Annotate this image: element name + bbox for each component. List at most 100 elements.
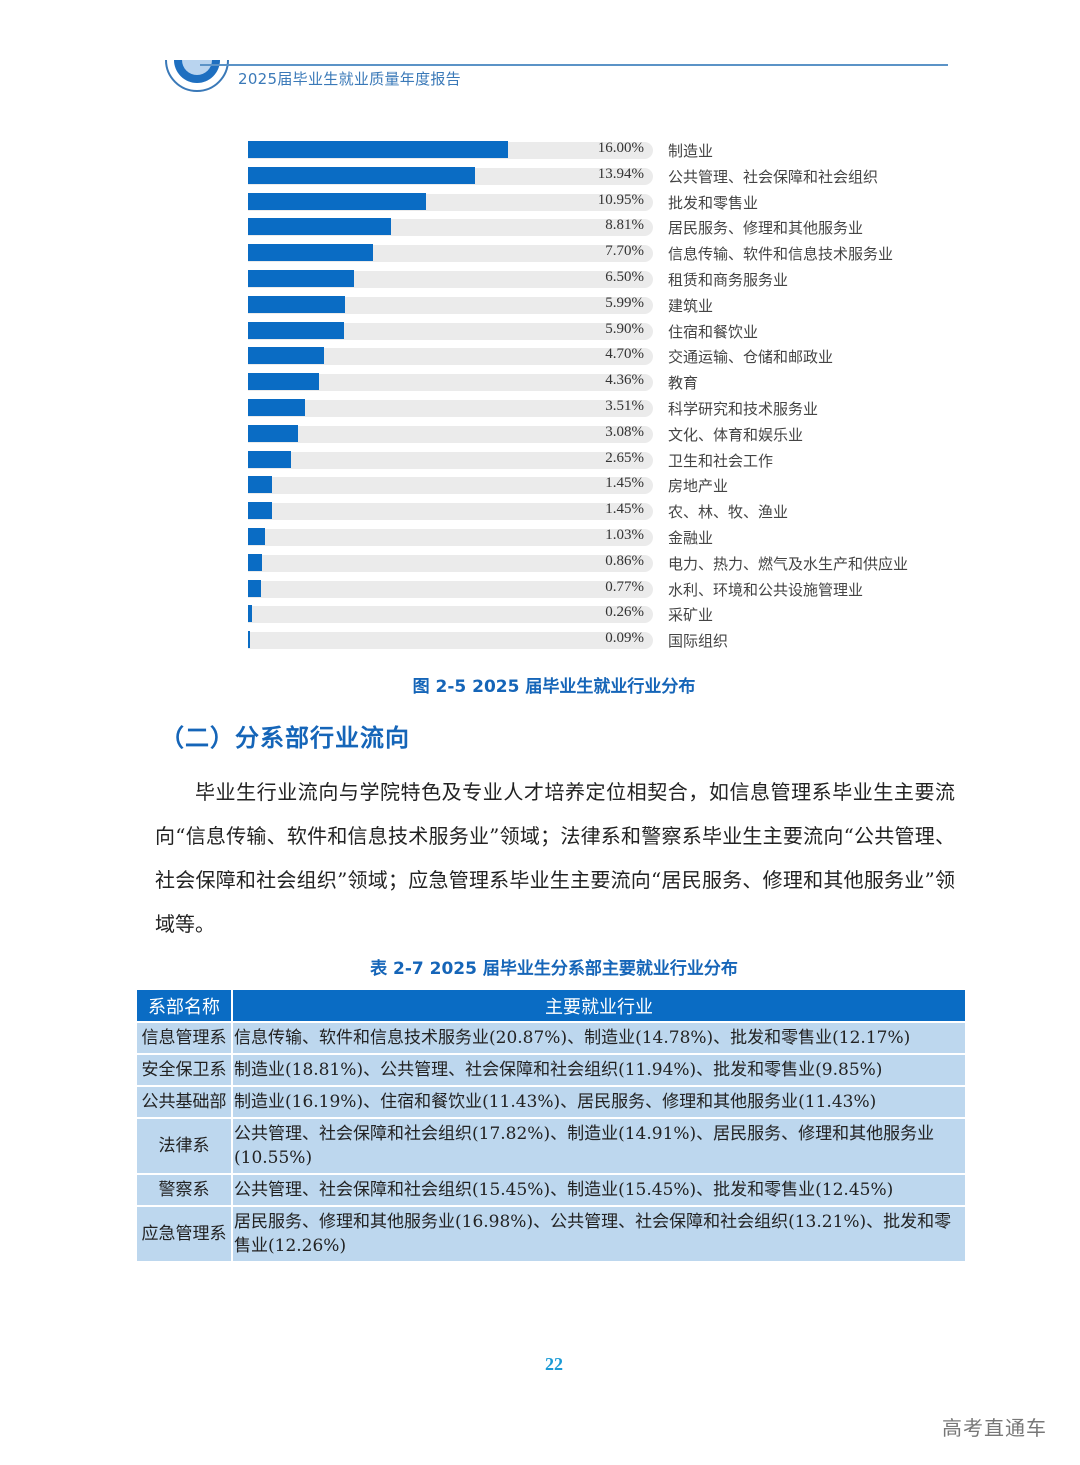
bar-value-label: 4.36%: [605, 372, 644, 389]
bar-value-label: 10.95%: [597, 191, 644, 208]
bar-value-label: 0.26%: [605, 604, 644, 621]
bar-category-label: 租赁和商务服务业: [668, 271, 789, 289]
bar-fill: [248, 270, 354, 287]
table-row: 警察系 公共管理、社会保障和社会组织(15.45%)、制造业(15.45%)、批…: [137, 1175, 965, 1205]
figure-caption: 图 2-5 2025 届毕业生就业行业分布: [412, 677, 696, 697]
bar-fill: [248, 141, 508, 158]
table-row: 安全保卫系 制造业(18.81%)、公共管理、社会保障和社会组织(11.94%)…: [137, 1055, 965, 1085]
bar-value-label: 1.03%: [605, 527, 644, 543]
department-industries: 居民服务、修理和其他服务业(16.98%)、公共管理、社会保障和社会组织(13.…: [233, 1207, 965, 1261]
bar-track: [248, 322, 653, 340]
bar-track: [248, 348, 653, 366]
bar-value-label: 0.09%: [605, 630, 644, 647]
page-header: 2025届毕业生就业质量年度报告: [0, 0, 1080, 110]
bar-value-label: 4.70%: [605, 346, 644, 363]
chart-bar-row: 2.65% 卫生和社会工作: [246, 449, 966, 475]
chart-bar-row: 5.90% 住宿和餐饮业: [246, 320, 966, 346]
bar-fill: [248, 476, 272, 494]
bar-fill: [248, 605, 253, 623]
chart-bar-row: 7.70% 信息传输、软件和信息技术服务业: [246, 242, 966, 268]
chart-bar-row: 5.99% 建筑业: [246, 294, 966, 320]
bar-category-label: 文化、体育和娱乐业: [668, 425, 804, 444]
department-industries: 制造业(16.19%)、住宿和餐饮业(11.43%)、居民服务、修理和其他服务业…: [233, 1087, 965, 1117]
bar-track: [248, 503, 653, 521]
department-industries: 信息传输、软件和信息技术服务业(20.87%)、制造业(14.78%)、批发和零…: [233, 1023, 965, 1053]
bar-track: [248, 554, 653, 572]
body-paragraph: 毕业生行业流向与学院特色及专业人才培养定位相契合，如信息管理系毕业生主要流向“信…: [155, 780, 955, 936]
department-industries: 公共管理、社会保障和社会组织(17.82%)、制造业(14.91%)、居民服务、…: [233, 1119, 965, 1173]
table-row: 信息管理系 信息传输、软件和信息技术服务业(20.87%)、制造业(14.78%…: [137, 1023, 965, 1053]
table-header-row: 系部名称 主要就业行业: [137, 990, 965, 1021]
department-industry-table: 系部名称 主要就业行业 信息管理系 信息传输、软件和信息技术服务业(20.87%…: [135, 988, 967, 1263]
bar-track: [248, 606, 653, 624]
bar-value-label: 1.45%: [605, 501, 644, 518]
table-row: 公共基础部 制造业(16.19%)、住宿和餐饮业(11.43%)、居民服务、修理…: [137, 1087, 965, 1117]
bar-category-label: 公共管理、社会保障和社会组织: [668, 167, 879, 186]
bar-value-label: 0.86%: [605, 552, 644, 569]
chart-bar-row: 4.70% 交通运输、仓储和邮政业: [246, 345, 966, 371]
chart-bar-row: 8.81% 居民服务、修理和其他服务业: [246, 216, 966, 242]
chart-bar-row: 1.45% 房地产业: [246, 474, 966, 500]
chart-bar-row: 0.86% 电力、热力、燃气及水生产和供应业: [246, 552, 966, 578]
bar-category-label: 住宿和餐饮业: [668, 322, 759, 341]
chart-bar-row: 3.08% 文化、体育和娱乐业: [246, 423, 966, 449]
bar-category-label: 科学研究和技术服务业: [668, 400, 819, 418]
bar-category-label: 交通运输、仓储和邮政业: [668, 348, 834, 367]
bar-category-label: 建筑业: [668, 296, 714, 315]
bar-value-label: 0.77%: [605, 578, 644, 595]
chart-bar-row: 4.36% 教育: [246, 371, 966, 397]
bar-track: [248, 529, 653, 546]
section-heading: （二）分系部行业流向: [160, 724, 410, 752]
bar-value-label: 13.94%: [597, 165, 644, 182]
bar-fill: [248, 192, 426, 210]
bar-fill: [248, 528, 265, 545]
column-header-industries: 主要就业行业: [233, 990, 965, 1021]
half-circle-logo-icon: [165, 59, 229, 92]
bar-track: [248, 477, 653, 495]
chart-bar-row: 3.51% 科学研究和技术服务业: [246, 397, 966, 423]
chart-bar-row: 10.95% 批发和零售业: [246, 191, 966, 217]
department-name: 公共基础部: [137, 1087, 231, 1117]
bar-value-label: 3.51%: [605, 398, 644, 414]
source-watermark: 高考直通车: [942, 1416, 1047, 1440]
department-industries: 公共管理、社会保障和社会组织(15.45%)、制造业(15.45%)、批发和零售…: [233, 1175, 965, 1205]
bar-category-label: 农、林、牧、渔业: [668, 503, 789, 522]
table-caption: 表 2-7 2025 届毕业生分系部主要就业行业分布: [370, 959, 738, 979]
bar-category-label: 金融业: [668, 529, 714, 547]
bar-category-label: 电力、热力、燃气及水生产和供应业: [668, 554, 909, 573]
bar-value-label: 1.45%: [605, 475, 644, 492]
bar-category-label: 信息传输、软件和信息技术服务业: [668, 245, 894, 264]
chart-bar-row: 1.03% 金融业: [246, 526, 966, 552]
table-row: 法律系 公共管理、社会保障和社会组织(17.82%)、制造业(14.91%)、居…: [137, 1119, 965, 1173]
bar-category-label: 批发和零售业: [668, 193, 759, 212]
bar-category-label: 国际组织: [668, 632, 729, 651]
bar-value-label: 8.81%: [605, 217, 644, 234]
chart-bar-row: 0.09% 国际组织: [246, 629, 966, 655]
bar-fill: [248, 631, 250, 649]
bar-value-label: 7.70%: [605, 243, 644, 260]
chart-bar-row: 0.26% 采矿业: [246, 603, 966, 629]
chart-bar-row: 16.00% 制造业: [246, 139, 966, 165]
chart-bar-row: 6.50% 租赁和商务服务业: [246, 268, 966, 294]
department-name: 信息管理系: [137, 1023, 231, 1053]
report-title: 2025届毕业生就业质量年度报告: [238, 70, 461, 88]
bar-fill: [248, 553, 262, 571]
bar-track: [248, 374, 653, 392]
column-header-department: 系部名称: [137, 990, 231, 1021]
bar-track: [248, 296, 653, 314]
header-rule: [200, 64, 948, 66]
department-name: 法律系: [137, 1119, 231, 1173]
bar-category-label: 房地产业: [668, 477, 729, 496]
bar-fill: [248, 347, 325, 365]
bar-value-label: 3.08%: [605, 423, 644, 440]
bar-fill: [248, 218, 392, 236]
bar-value-label: 5.90%: [605, 320, 644, 337]
department-industries: 制造业(18.81%)、公共管理、社会保障和社会组织(11.94%)、批发和零售…: [233, 1055, 965, 1085]
bar-category-label: 卫生和社会工作: [668, 451, 774, 470]
department-name: 警察系: [137, 1175, 231, 1205]
department-name: 安全保卫系: [137, 1055, 231, 1085]
bar-fill: [248, 321, 344, 339]
table-row: 应急管理系 居民服务、修理和其他服务业(16.98%)、公共管理、社会保障和社会…: [137, 1207, 965, 1261]
bar-track: [248, 580, 653, 598]
bar-fill: [248, 244, 374, 262]
